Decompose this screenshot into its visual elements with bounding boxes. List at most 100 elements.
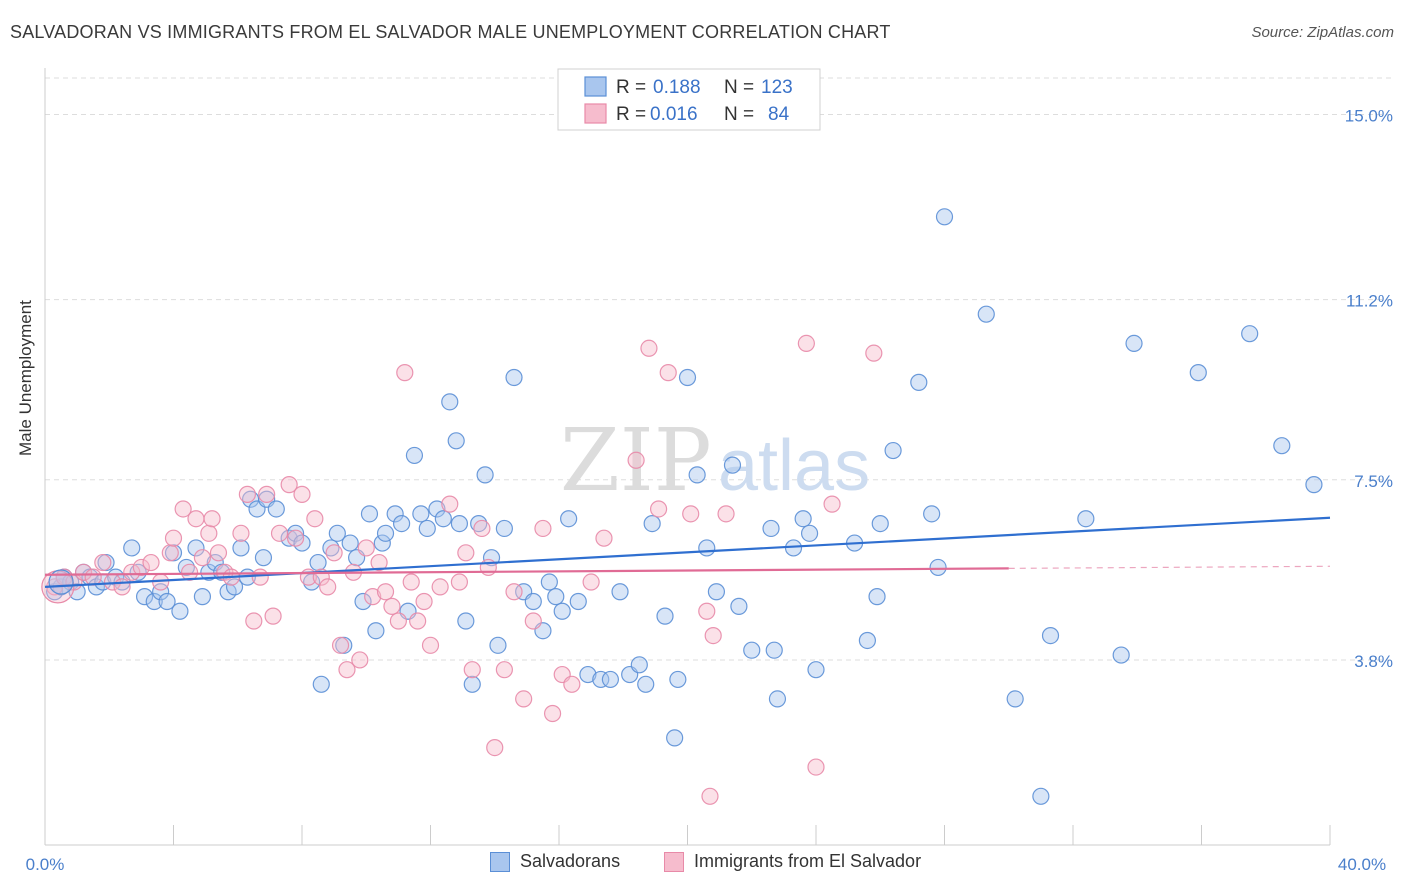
immigrant-point <box>441 495 459 513</box>
salvadoran-point <box>441 393 459 411</box>
salvadoran-point <box>656 607 674 625</box>
immigrant-point <box>582 573 600 591</box>
immigrant-point <box>331 636 350 654</box>
immigrant-point <box>232 524 250 542</box>
salvadoran-point <box>858 631 877 650</box>
salvadoran-point <box>312 675 330 693</box>
immigrant-point <box>534 519 552 538</box>
salvadoran-point <box>476 466 494 484</box>
immigrant-point <box>701 787 719 805</box>
watermark-atlas: atlas <box>718 426 870 506</box>
immigrant-point <box>421 636 440 654</box>
salvadoran-point <box>688 466 706 484</box>
immigrant-point <box>383 597 401 615</box>
salvadoran-point <box>428 500 446 518</box>
salvadoran-point <box>1273 437 1291 455</box>
immigrant-point <box>251 568 269 586</box>
salvadoran-point <box>977 305 995 323</box>
salvadoran-point <box>135 588 154 606</box>
salvadoran-point <box>505 368 523 387</box>
salvadoran-cluster-point <box>48 569 74 595</box>
salvadoran-point <box>322 539 340 557</box>
salvadoran-point <box>177 558 195 577</box>
salvadoran-point <box>807 661 825 679</box>
immigrant-point <box>113 578 131 596</box>
immigrant-point <box>704 626 722 645</box>
salvadoran-point <box>376 524 395 542</box>
salvadoran-point <box>232 539 250 557</box>
salvadoran-point <box>601 670 620 689</box>
legend-item-salvadorans[interactable]: Salvadorans <box>490 851 620 872</box>
immigrant-point <box>351 651 369 669</box>
immigrant-point <box>245 612 263 630</box>
immigrant-point <box>306 510 324 528</box>
legend-r-label-1: R = <box>616 77 646 98</box>
immigrant-point <box>238 485 256 503</box>
y-tick-label: 11.2% <box>1346 292 1393 311</box>
salvadoran-point <box>367 622 385 640</box>
immigrant-point <box>659 364 677 382</box>
legend-swatch-blue <box>584 76 607 97</box>
immigrant-point <box>161 544 179 562</box>
salvadoran-point <box>152 583 170 601</box>
immigrant-point <box>682 505 700 523</box>
immigrant-point <box>495 661 513 679</box>
immigrant-point <box>627 451 645 469</box>
salvadoran-point <box>489 636 507 654</box>
salvadoran-point <box>794 510 812 528</box>
immigrant-point <box>505 583 523 601</box>
salvadoran-point <box>524 592 542 611</box>
immigrant-point <box>698 602 716 620</box>
immigrant-point <box>280 476 298 494</box>
salvadoran-point <box>450 514 469 533</box>
immigrant-point <box>174 500 192 518</box>
salvadoran-point <box>1032 787 1050 805</box>
legend-n-label-1: N = <box>724 77 754 98</box>
salvadoran-point <box>730 597 748 615</box>
immigrant-point <box>563 675 581 693</box>
salvadoran-point <box>267 500 285 518</box>
immigrants-label: Immigrants from El Salvador <box>694 851 922 871</box>
immigrant-point <box>132 558 150 577</box>
salvadoran-point <box>630 656 648 674</box>
immigrant-point <box>94 553 112 572</box>
legend-r-value-1: 0.188 <box>653 77 701 98</box>
salvadoran-point <box>1125 334 1143 353</box>
trend-layer <box>44 516 1331 588</box>
salvadoran-point <box>910 373 928 391</box>
immigrant-point <box>543 704 562 723</box>
salvadoran-point <box>1189 364 1207 382</box>
salvadoran-point <box>1006 690 1024 708</box>
salvadoran-point <box>225 578 244 596</box>
immigrant-point <box>595 529 613 547</box>
salvadoran-point <box>884 441 902 460</box>
immigrant-point <box>270 524 289 542</box>
salvadoran-point <box>123 539 141 557</box>
salvadoran-point <box>868 588 886 606</box>
legend-n-label-2: N = <box>724 104 754 125</box>
x-tick-label-start: 0.0% <box>26 855 65 874</box>
immigrant-point <box>193 549 212 567</box>
salvadoran-point <box>68 583 86 601</box>
salvadoran-point <box>768 690 787 708</box>
salvadorans-trend-line <box>44 516 1331 588</box>
immigrants-trend-extension <box>1008 565 1331 569</box>
salvadoran-point <box>418 519 436 538</box>
immigrant-point <box>123 563 141 581</box>
x-tick-label-end: 40.0% <box>1338 855 1386 874</box>
immigrant-point <box>409 612 427 630</box>
immigrant-point <box>370 553 388 572</box>
immigrant-point <box>450 573 469 591</box>
salvadoran-point <box>328 524 346 542</box>
legend-item-immigrants[interactable]: Immigrants from El Salvador <box>664 851 921 872</box>
immigrant-point <box>209 544 228 562</box>
watermark: ZIP atlas <box>560 411 870 511</box>
chart-source: Source: ZipAtlas.com <box>1251 24 1394 41</box>
chart-title: SALVADORAN VS IMMIGRANTS FROM EL SALVADO… <box>10 22 891 42</box>
salvadoran-point <box>579 665 597 684</box>
salvadoran-point <box>1241 325 1259 343</box>
salvadoran-point <box>457 612 475 630</box>
salvadoran-point <box>470 514 488 533</box>
immigrant-point <box>797 334 815 353</box>
salvadoran-point <box>309 553 327 572</box>
